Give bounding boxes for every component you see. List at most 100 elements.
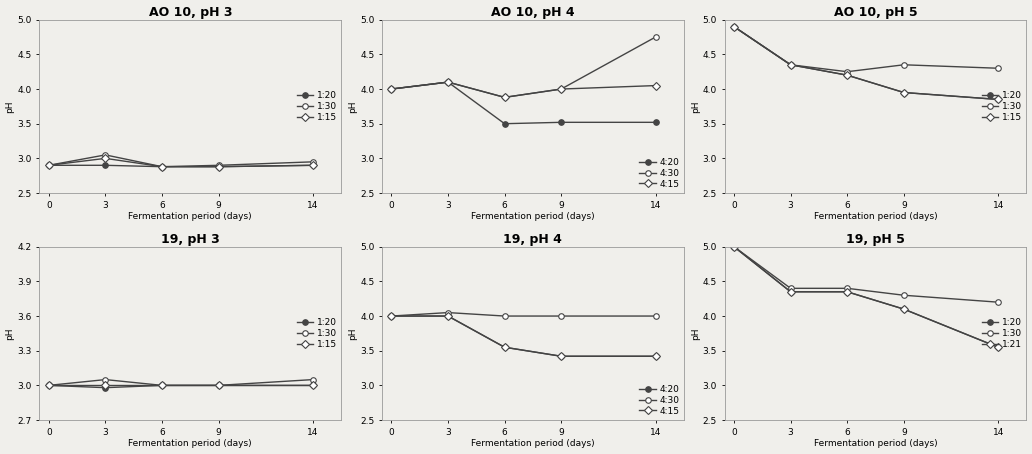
4:15 <box>385 86 397 92</box>
4:30 <box>555 313 568 319</box>
Legend: 1:20, 1:30, 1:15: 1:20, 1:30, 1:15 <box>295 316 338 350</box>
1:15 <box>156 383 168 388</box>
1:20 <box>898 306 910 312</box>
Title: AO 10, pH 3: AO 10, pH 3 <box>149 5 232 19</box>
Line: 1:15: 1:15 <box>46 156 316 169</box>
Y-axis label: pH: pH <box>5 327 14 340</box>
Line: 1:30: 1:30 <box>732 24 1001 74</box>
4:20 <box>649 119 662 125</box>
4:20 <box>385 313 397 319</box>
1:21 <box>841 289 853 295</box>
4:15 <box>442 79 454 85</box>
1:30 <box>213 383 225 388</box>
1:15 <box>728 24 740 30</box>
4:30 <box>385 313 397 319</box>
Line: 4:20: 4:20 <box>389 313 658 359</box>
1:30 <box>42 163 55 168</box>
X-axis label: Fermentation period (days): Fermentation period (days) <box>471 212 594 222</box>
1:15 <box>156 164 168 169</box>
Y-axis label: pH: pH <box>690 100 700 113</box>
1:30 <box>784 62 797 68</box>
4:20 <box>649 354 662 359</box>
Line: 4:15: 4:15 <box>389 79 658 100</box>
1:30 <box>99 377 111 382</box>
1:21 <box>992 345 1004 350</box>
4:15 <box>498 94 511 100</box>
1:20 <box>307 163 319 168</box>
1:30 <box>841 286 853 291</box>
1:20 <box>156 383 168 388</box>
1:20 <box>992 97 1004 102</box>
1:15 <box>213 164 225 169</box>
4:20 <box>442 79 454 85</box>
4:30 <box>498 94 511 100</box>
1:30 <box>992 65 1004 71</box>
1:20 <box>784 289 797 295</box>
1:20 <box>728 24 740 30</box>
4:30 <box>385 86 397 92</box>
Line: 1:20: 1:20 <box>732 24 1001 102</box>
1:30 <box>42 383 55 388</box>
Title: AO 10, pH 4: AO 10, pH 4 <box>491 5 575 19</box>
1:20 <box>156 164 168 169</box>
1:30 <box>898 62 910 68</box>
1:21 <box>898 306 910 312</box>
1:15 <box>99 156 111 161</box>
1:21 <box>728 244 740 249</box>
Line: 1:15: 1:15 <box>732 24 1001 102</box>
4:15 <box>555 354 568 359</box>
4:20 <box>385 86 397 92</box>
1:20 <box>213 383 225 388</box>
4:30 <box>442 79 454 85</box>
1:30 <box>784 286 797 291</box>
Line: 1:30: 1:30 <box>46 152 316 169</box>
Line: 4:20: 4:20 <box>389 79 658 127</box>
1:20 <box>728 244 740 249</box>
4:20 <box>555 354 568 359</box>
1:15 <box>307 163 319 168</box>
Legend: 4:20, 4:30, 4:15: 4:20, 4:30, 4:15 <box>638 156 681 190</box>
1:30 <box>99 152 111 158</box>
Legend: 1:20, 1:30, 1:21: 1:20, 1:30, 1:21 <box>980 316 1024 350</box>
Line: 1:20: 1:20 <box>732 244 1001 350</box>
Line: 1:20: 1:20 <box>46 383 316 390</box>
Line: 4:30: 4:30 <box>389 310 658 319</box>
4:30 <box>498 313 511 319</box>
4:20 <box>498 121 511 126</box>
Line: 1:21: 1:21 <box>732 244 1001 350</box>
1:20 <box>99 385 111 390</box>
1:15 <box>898 90 910 95</box>
1:20 <box>898 90 910 95</box>
4:15 <box>649 354 662 359</box>
4:15 <box>498 345 511 350</box>
Y-axis label: pH: pH <box>348 100 357 113</box>
1:15 <box>784 62 797 68</box>
1:15 <box>213 383 225 388</box>
Title: AO 10, pH 5: AO 10, pH 5 <box>834 5 917 19</box>
1:30 <box>728 24 740 30</box>
1:20 <box>992 345 1004 350</box>
Line: 4:15: 4:15 <box>389 313 658 359</box>
1:20 <box>841 289 853 295</box>
Legend: 1:20, 1:30, 1:15: 1:20, 1:30, 1:15 <box>980 89 1024 123</box>
1:21 <box>784 289 797 295</box>
Legend: 1:20, 1:30, 1:15: 1:20, 1:30, 1:15 <box>295 89 338 123</box>
X-axis label: Fermentation period (days): Fermentation period (days) <box>471 439 594 449</box>
1:15 <box>42 163 55 168</box>
Title: 19, pH 5: 19, pH 5 <box>846 232 905 246</box>
Title: 19, pH 4: 19, pH 4 <box>504 232 562 246</box>
Title: 19, pH 3: 19, pH 3 <box>161 232 220 246</box>
Line: 1:15: 1:15 <box>46 383 316 388</box>
4:15 <box>442 313 454 319</box>
1:15 <box>99 383 111 388</box>
1:20 <box>841 73 853 78</box>
Y-axis label: pH: pH <box>348 327 357 340</box>
Line: 1:20: 1:20 <box>46 163 316 169</box>
1:15 <box>307 383 319 388</box>
1:30 <box>307 159 319 164</box>
4:15 <box>385 313 397 319</box>
4:15 <box>649 83 662 88</box>
1:30 <box>992 300 1004 305</box>
1:30 <box>213 163 225 168</box>
4:15 <box>555 86 568 92</box>
